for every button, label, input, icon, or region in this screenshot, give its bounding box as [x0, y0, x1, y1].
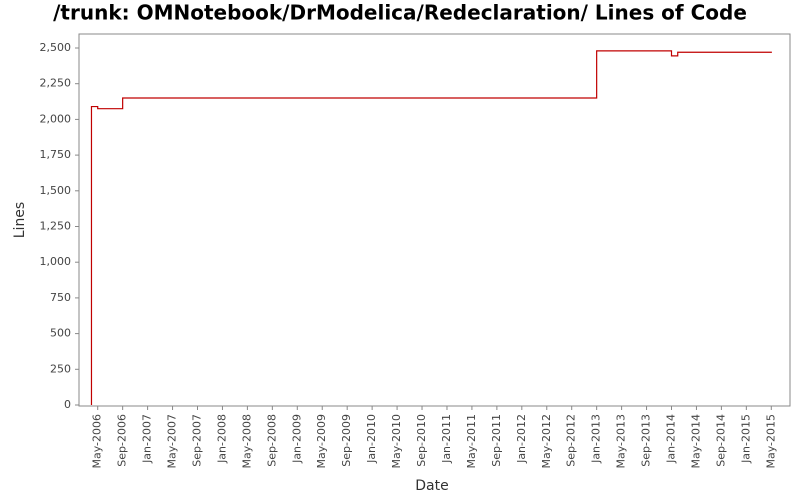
x-tick-label: Sep-2008 [265, 414, 278, 467]
x-tick-label: Sep-2011 [490, 414, 503, 467]
x-tick-label: Sep-2014 [714, 414, 727, 467]
x-tick-label: Jan-2012 [515, 414, 528, 464]
x-tick-label: Sep-2013 [640, 414, 653, 467]
x-tick-label: May-2012 [540, 414, 553, 469]
y-tick-label: 1,000 [40, 255, 72, 268]
x-tick-label: May-2007 [166, 414, 179, 469]
x-tick-label: Jan-2013 [590, 414, 603, 464]
y-axis-label: Lines [12, 202, 28, 238]
x-tick-label: Jan-2014 [665, 414, 678, 464]
x-tick-label: Sep-2006 [116, 414, 129, 467]
x-tick-label: May-2006 [91, 414, 104, 469]
x-tick-label: May-2011 [465, 414, 478, 469]
y-tick-label: 1,250 [40, 220, 72, 233]
x-tick-label: May-2014 [689, 414, 702, 469]
x-tick-label: Sep-2007 [191, 414, 204, 467]
x-tick-label: Jan-2009 [290, 414, 303, 464]
y-tick-label: 0 [64, 398, 71, 411]
y-tick-label: 2,250 [40, 77, 72, 90]
x-tick-label: Jan-2015 [739, 414, 752, 464]
y-tick-label: 500 [50, 327, 71, 340]
x-tick-label: May-2015 [764, 414, 777, 469]
x-tick-label: Jan-2007 [141, 414, 154, 464]
y-tick-label: 1,750 [40, 148, 72, 161]
x-tick-label: May-2010 [390, 414, 403, 469]
x-tick-label: May-2008 [240, 414, 253, 469]
plot-area [78, 33, 791, 407]
x-tick-label: Jan-2010 [365, 414, 378, 464]
y-tick-label: 1,500 [40, 184, 72, 197]
x-tick-label: May-2013 [615, 414, 628, 469]
chart-title: /trunk: OMNotebook/DrModelica/Redeclarat… [53, 1, 747, 25]
y-tick-label: 250 [50, 362, 71, 375]
x-tick-label: May-2009 [315, 414, 328, 469]
y-tick-label: 750 [50, 291, 71, 304]
y-tick-label: 2,500 [40, 41, 72, 54]
x-tick-label: Sep-2012 [565, 414, 578, 467]
step-line [90, 50, 772, 405]
x-tick-label: Jan-2008 [215, 414, 228, 464]
x-axis-label: Date [415, 478, 448, 494]
x-tick-label: Jan-2011 [440, 414, 453, 464]
x-tick-label: Sep-2009 [340, 414, 353, 467]
x-tick-label: Sep-2010 [415, 414, 428, 467]
y-tick-label: 2,000 [40, 112, 72, 125]
